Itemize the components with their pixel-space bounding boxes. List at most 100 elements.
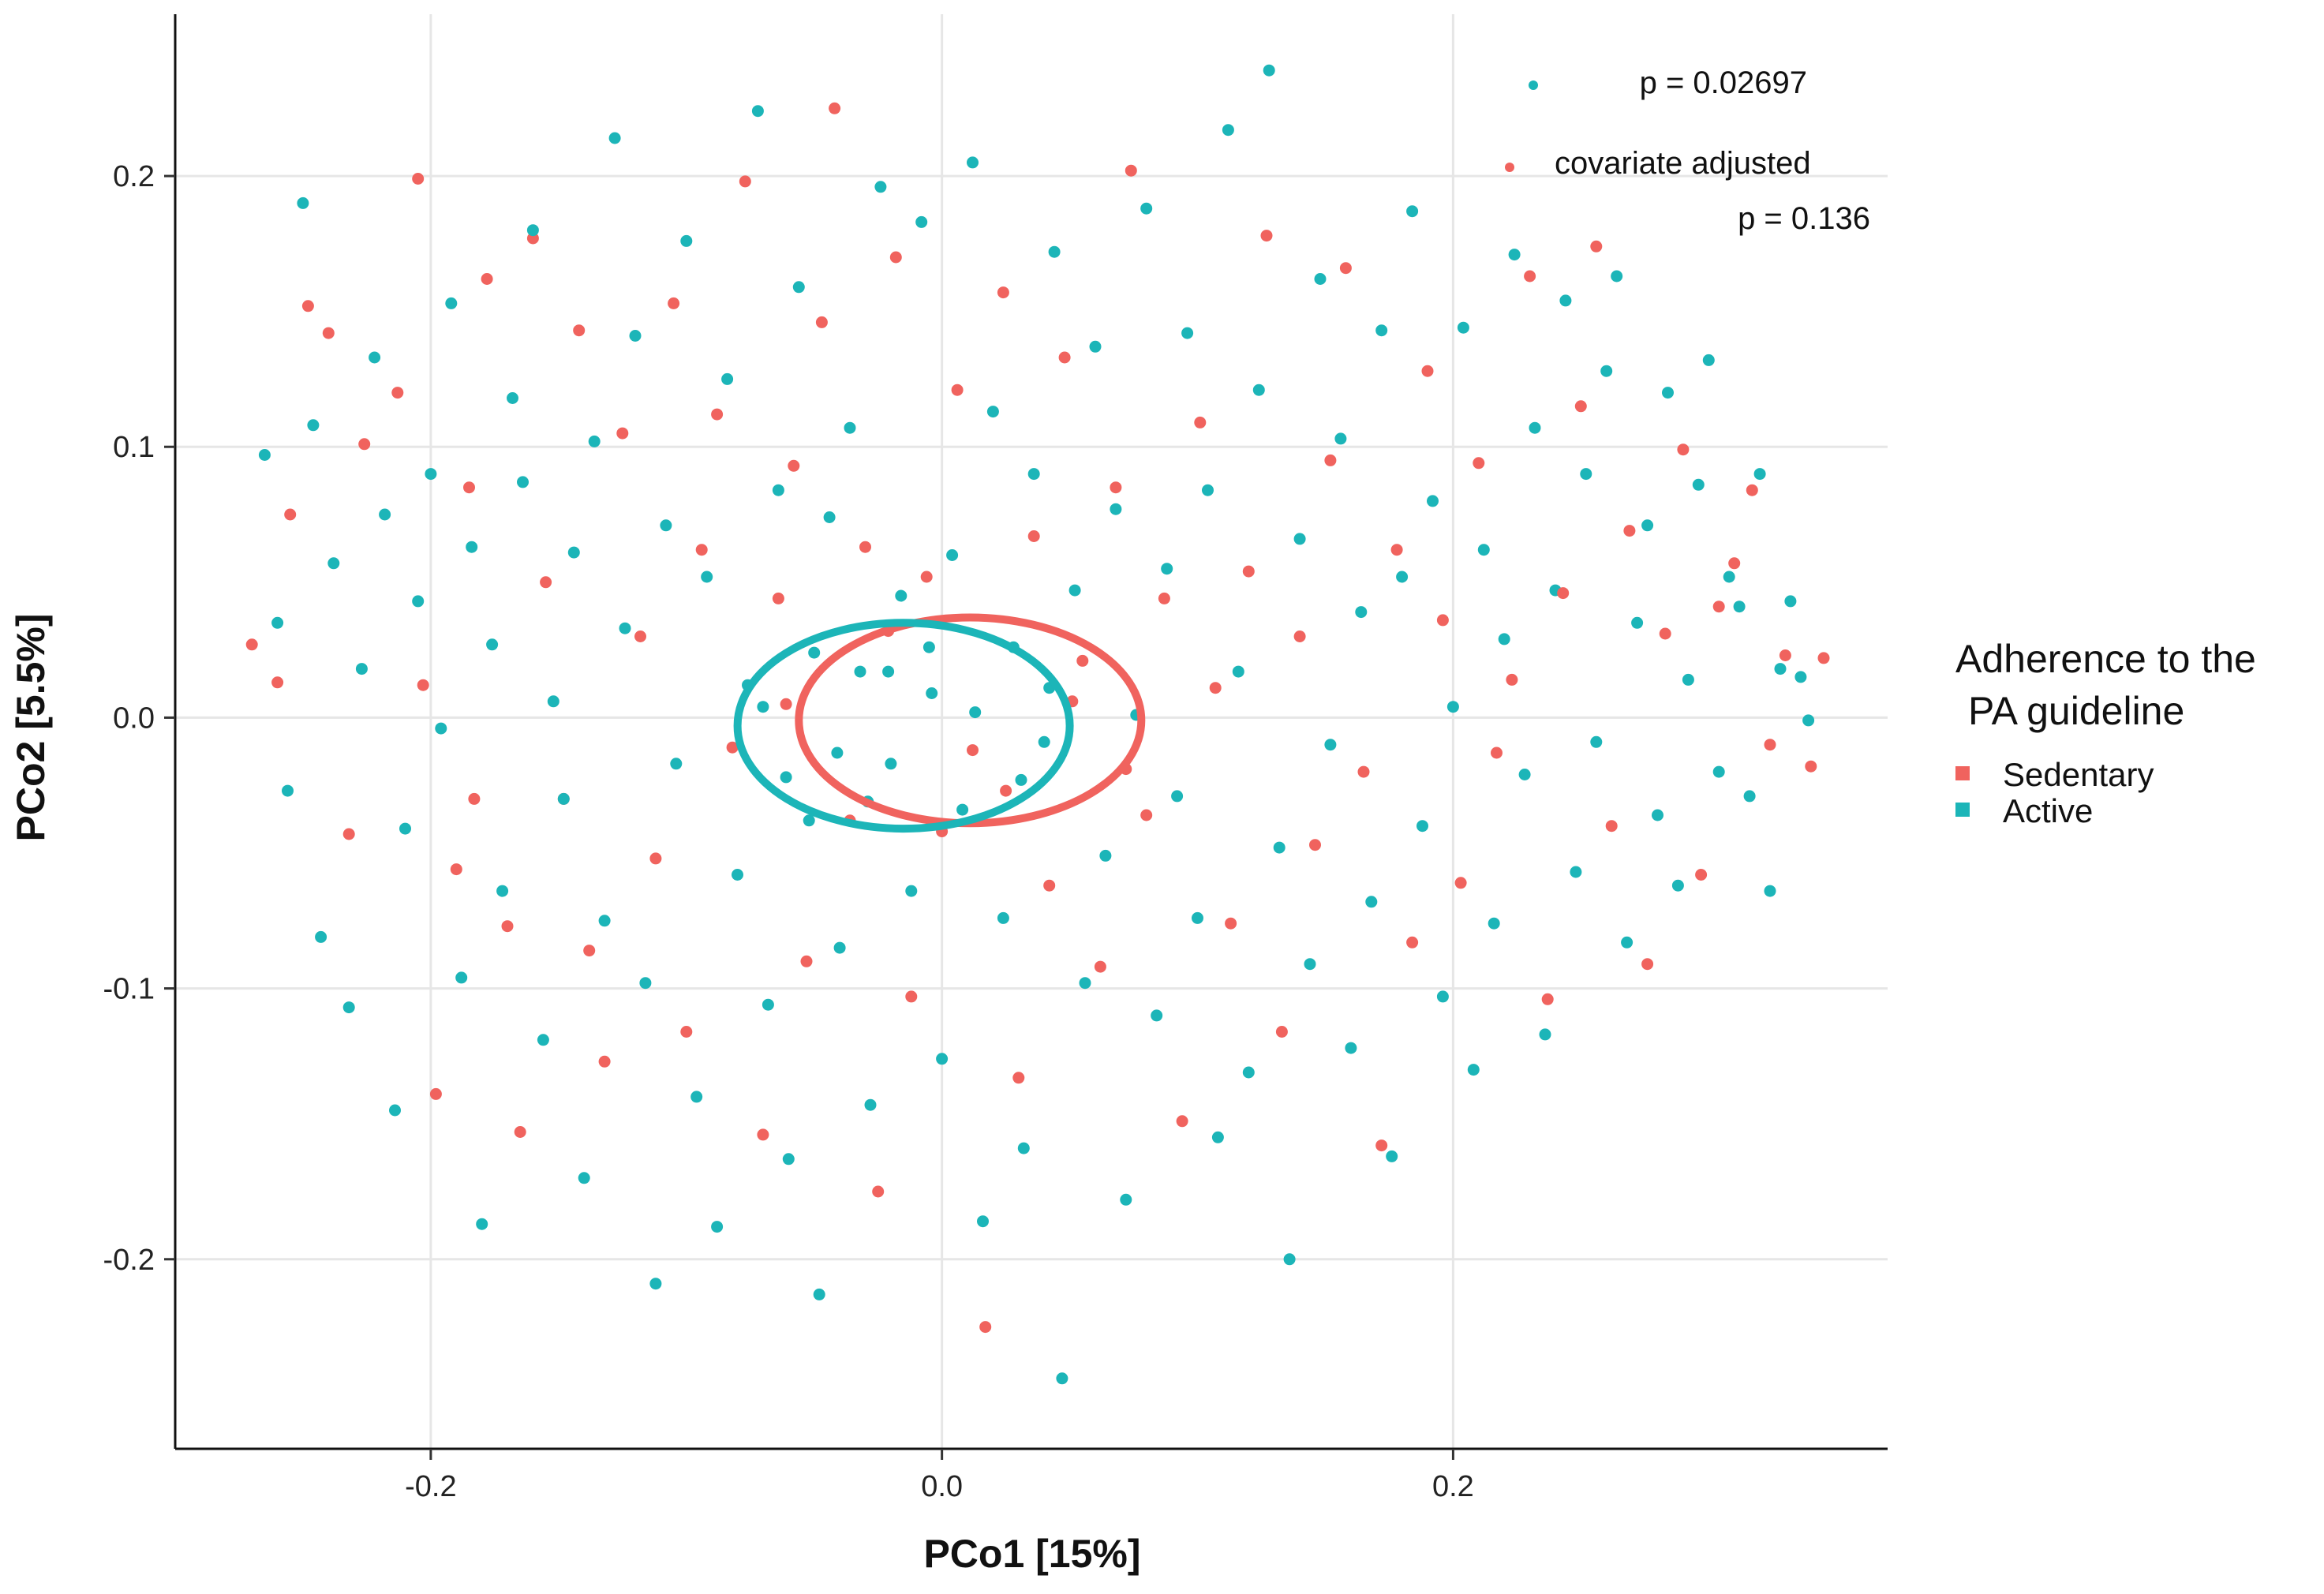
point-sedentary [800, 955, 813, 967]
point-sedentary [757, 1128, 769, 1141]
point-sedentary [872, 1185, 885, 1198]
point-active [803, 814, 815, 827]
point-active [517, 476, 529, 488]
point-active [1283, 1253, 1296, 1266]
point-active [1529, 421, 1541, 434]
point-active [619, 622, 631, 634]
point-active [598, 915, 611, 927]
point-sedentary [1076, 654, 1089, 667]
point-active [608, 132, 621, 144]
point-active [1273, 841, 1285, 854]
point-active [905, 885, 918, 897]
y-tick-label: 0.0 [113, 702, 155, 735]
point-active [455, 971, 468, 984]
point-sedentary [1339, 262, 1352, 275]
point-sedentary [1176, 1115, 1188, 1128]
point-active [567, 546, 580, 559]
point-sedentary [1574, 400, 1587, 413]
point-active [969, 706, 982, 719]
point-sedentary [1406, 936, 1419, 949]
point-active [1202, 484, 1214, 496]
point-active [1590, 735, 1603, 748]
point-sedentary [1242, 565, 1255, 578]
point-active [882, 665, 895, 678]
x-axis-title: PCo1 [15%] [923, 1532, 1140, 1576]
point-active [496, 885, 509, 897]
point-active [1774, 663, 1787, 675]
point-sedentary [1357, 765, 1370, 778]
point-sedentary [1225, 917, 1237, 930]
point-sedentary [1623, 525, 1636, 537]
x-tick-label: -0.2 [405, 1470, 456, 1503]
legend-title-line1: Adherence to the [1955, 637, 2256, 681]
point-active [1753, 468, 1766, 481]
point-sedentary [417, 679, 429, 691]
point-active [1652, 809, 1663, 821]
point-sedentary [1324, 454, 1337, 466]
point-active [258, 449, 271, 461]
point-sedentary [481, 273, 493, 285]
point-active [772, 484, 784, 496]
point-sedentary [711, 408, 724, 421]
point-sedentary [649, 852, 662, 865]
point-sedentary [1275, 1026, 1288, 1038]
point-active [711, 1221, 724, 1233]
point-active [782, 1153, 795, 1166]
point-sedentary [1375, 1139, 1388, 1152]
point-active [1099, 849, 1112, 862]
point-sedentary [967, 744, 979, 757]
point-active [399, 822, 411, 835]
annotation-active-dot [1529, 80, 1538, 90]
point-sedentary [1125, 164, 1137, 177]
point-active [1764, 885, 1776, 897]
point-sedentary [1094, 960, 1106, 973]
point-active [271, 616, 284, 629]
point-sedentary [1590, 240, 1603, 253]
legend-label-sedentary: Sedentary [2003, 756, 2154, 793]
point-active [1539, 1028, 1551, 1041]
point-sedentary [450, 863, 462, 876]
point-active [1222, 124, 1234, 137]
point-sedentary [429, 1087, 442, 1100]
legend-key-sedentary [1955, 766, 1970, 780]
point-active [1733, 601, 1746, 613]
point-active [1192, 911, 1203, 924]
point-active [466, 541, 478, 553]
y-tick-label: -0.2 [103, 1244, 155, 1277]
point-active [1498, 633, 1510, 645]
point-sedentary [1695, 869, 1708, 881]
point-active [1712, 765, 1725, 778]
point-active [926, 687, 938, 699]
point-sedentary [1043, 879, 1056, 892]
point-active [1038, 735, 1050, 748]
point-sedentary [1746, 484, 1758, 496]
point-sedentary [1728, 557, 1741, 570]
point-active [1110, 503, 1122, 515]
point-sedentary [951, 384, 964, 396]
point-active [1334, 432, 1347, 445]
point-active [1457, 321, 1469, 334]
point-sedentary [301, 300, 314, 312]
point-active [1015, 773, 1027, 786]
y-tick-label: 0.2 [113, 160, 155, 193]
point-sedentary [271, 676, 284, 689]
point-active [885, 758, 897, 770]
point-active [1570, 866, 1582, 878]
point-sedentary [634, 630, 646, 642]
point-active [425, 468, 437, 481]
point-active [701, 571, 713, 583]
point-sedentary [391, 387, 404, 399]
legend-key-active [1955, 803, 1970, 817]
point-sedentary [1110, 481, 1122, 494]
point-active [1056, 1372, 1068, 1385]
point-active [1017, 1142, 1030, 1154]
point-active [1621, 936, 1634, 949]
point-sedentary [726, 741, 739, 754]
point-active [1355, 606, 1368, 619]
point-sedentary [680, 1026, 693, 1038]
point-sedentary [780, 698, 792, 710]
point-active [936, 1053, 949, 1065]
point-sedentary [905, 990, 918, 1003]
point-active [486, 638, 499, 651]
